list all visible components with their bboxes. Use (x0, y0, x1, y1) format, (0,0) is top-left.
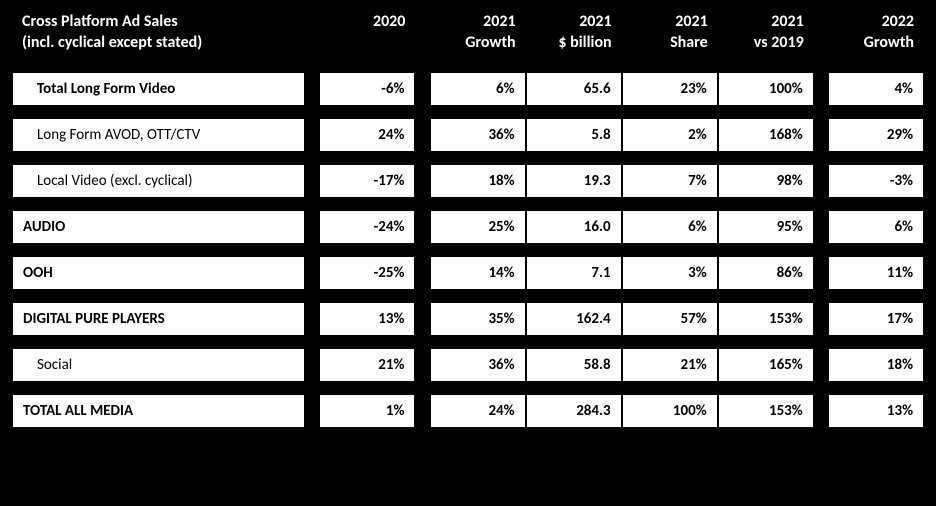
header-row-2: (incl. cyclical except stated) Growth $ … (12, 33, 924, 60)
col-subheader: Share (622, 33, 718, 60)
cell-value: 7% (622, 164, 718, 198)
cell-value: 162.4 (526, 302, 622, 336)
table-row: Total Long Form Video -6% 6%65.623%100% 4% (12, 72, 924, 106)
cell-value: -24% (319, 210, 415, 244)
row-label: Local Video (excl. cyclical) (12, 164, 305, 198)
cell-value: 2% (622, 118, 718, 152)
cell-value: 7.1 (526, 256, 622, 290)
cell-value: 36% (430, 118, 526, 152)
col-header: 2021 (622, 8, 718, 33)
row-label: Social (12, 348, 305, 382)
table-container: Cross Platform Ad Sales 2020 2021 2021 2… (0, 0, 936, 506)
cell-value: 29% (828, 118, 924, 152)
col-subheader: Growth (828, 33, 924, 60)
cell-value: 284.3 (526, 394, 622, 428)
row-label: AUDIO (12, 210, 305, 244)
cell-value: 100% (718, 72, 814, 106)
col-header: 2021 (430, 8, 526, 33)
row-gap (12, 290, 924, 302)
cell-value: 36% (430, 348, 526, 382)
cell-value: 16.0 (526, 210, 622, 244)
cell-value: 21% (319, 348, 415, 382)
cell-value: -3% (828, 164, 924, 198)
table-body: Total Long Form Video-6%6%65.623%100%4%L… (12, 60, 924, 428)
col-subheader: $ billion (526, 33, 622, 60)
col-header: 2022 (828, 8, 924, 33)
table-row: OOH -25% 14%7.13%86% 11% (12, 256, 924, 290)
cell-value: 95% (718, 210, 814, 244)
cell-value: 168% (718, 118, 814, 152)
header-row-1: Cross Platform Ad Sales 2020 2021 2021 2… (12, 8, 924, 33)
row-gap (12, 382, 924, 394)
cell-value: 18% (430, 164, 526, 198)
cell-value: 86% (718, 256, 814, 290)
row-gap (12, 198, 924, 210)
cell-value: -6% (319, 72, 415, 106)
cell-value: 153% (718, 302, 814, 336)
cell-value: 25% (430, 210, 526, 244)
col-header: 2021 (526, 8, 622, 33)
cell-value: 6% (828, 210, 924, 244)
table-row: Long Form AVOD, OTT/CTV 24% 36%5.82%168% 29… (12, 118, 924, 152)
col-subheader (319, 33, 415, 60)
cell-value: 24% (319, 118, 415, 152)
row-gap (12, 106, 924, 118)
row-gap (12, 244, 924, 256)
row-label: DIGITAL PURE PLAYERS (12, 302, 305, 336)
col-header: 2021 (718, 8, 814, 33)
table-row: Local Video (excl. cyclical) -17% 18%19.37… (12, 164, 924, 198)
row-gap (12, 60, 924, 72)
table-row: Social21%36%58.821%165%18% (12, 348, 924, 382)
cell-value: 1% (319, 394, 415, 428)
cell-value: 18% (828, 348, 924, 382)
cell-value: 35% (430, 302, 526, 336)
cell-value: 11% (828, 256, 924, 290)
col-subheader: vs 2019 (718, 33, 814, 60)
cell-value: -17% (319, 164, 415, 198)
cell-value: 6% (622, 210, 718, 244)
row-label: TOTAL ALL MEDIA (12, 394, 305, 428)
col-subheader: Growth (430, 33, 526, 60)
cell-value: 153% (718, 394, 814, 428)
row-label: Long Form AVOD, OTT/CTV (12, 118, 305, 152)
row-label: Total Long Form Video (12, 72, 305, 106)
cell-value: 13% (828, 394, 924, 428)
row-gap (12, 336, 924, 348)
table-row: AUDIO-24%25%16.06%95%6% (12, 210, 924, 244)
cell-value: 58.8 (526, 348, 622, 382)
cell-value: 13% (319, 302, 415, 336)
table-row: TOTAL ALL MEDIA 1% 24%284.3100%153% 13% (12, 394, 924, 428)
cell-value: 21% (622, 348, 718, 382)
cell-value: 5.8 (526, 118, 622, 152)
table-row: DIGITAL PURE PLAYERS 13% 35%162.457%153% 17… (12, 302, 924, 336)
table-title-line2: (incl. cyclical except stated) (12, 33, 305, 60)
row-gap (12, 152, 924, 164)
cell-value: 65.6 (526, 72, 622, 106)
col-header: 2020 (319, 8, 415, 33)
cell-value: 98% (718, 164, 814, 198)
cell-value: 3% (622, 256, 718, 290)
cell-value: 14% (430, 256, 526, 290)
cell-value: 165% (718, 348, 814, 382)
cell-value: 19.3 (526, 164, 622, 198)
cell-value: 17% (828, 302, 924, 336)
ad-sales-table: Cross Platform Ad Sales 2020 2021 2021 2… (12, 8, 924, 428)
cell-value: 100% (622, 394, 718, 428)
cell-value: -25% (319, 256, 415, 290)
row-label: OOH (12, 256, 305, 290)
cell-value: 6% (430, 72, 526, 106)
cell-value: 57% (622, 302, 718, 336)
cell-value: 24% (430, 394, 526, 428)
table-title-line1: Cross Platform Ad Sales (12, 8, 305, 33)
cell-value: 23% (622, 72, 718, 106)
cell-value: 4% (828, 72, 924, 106)
